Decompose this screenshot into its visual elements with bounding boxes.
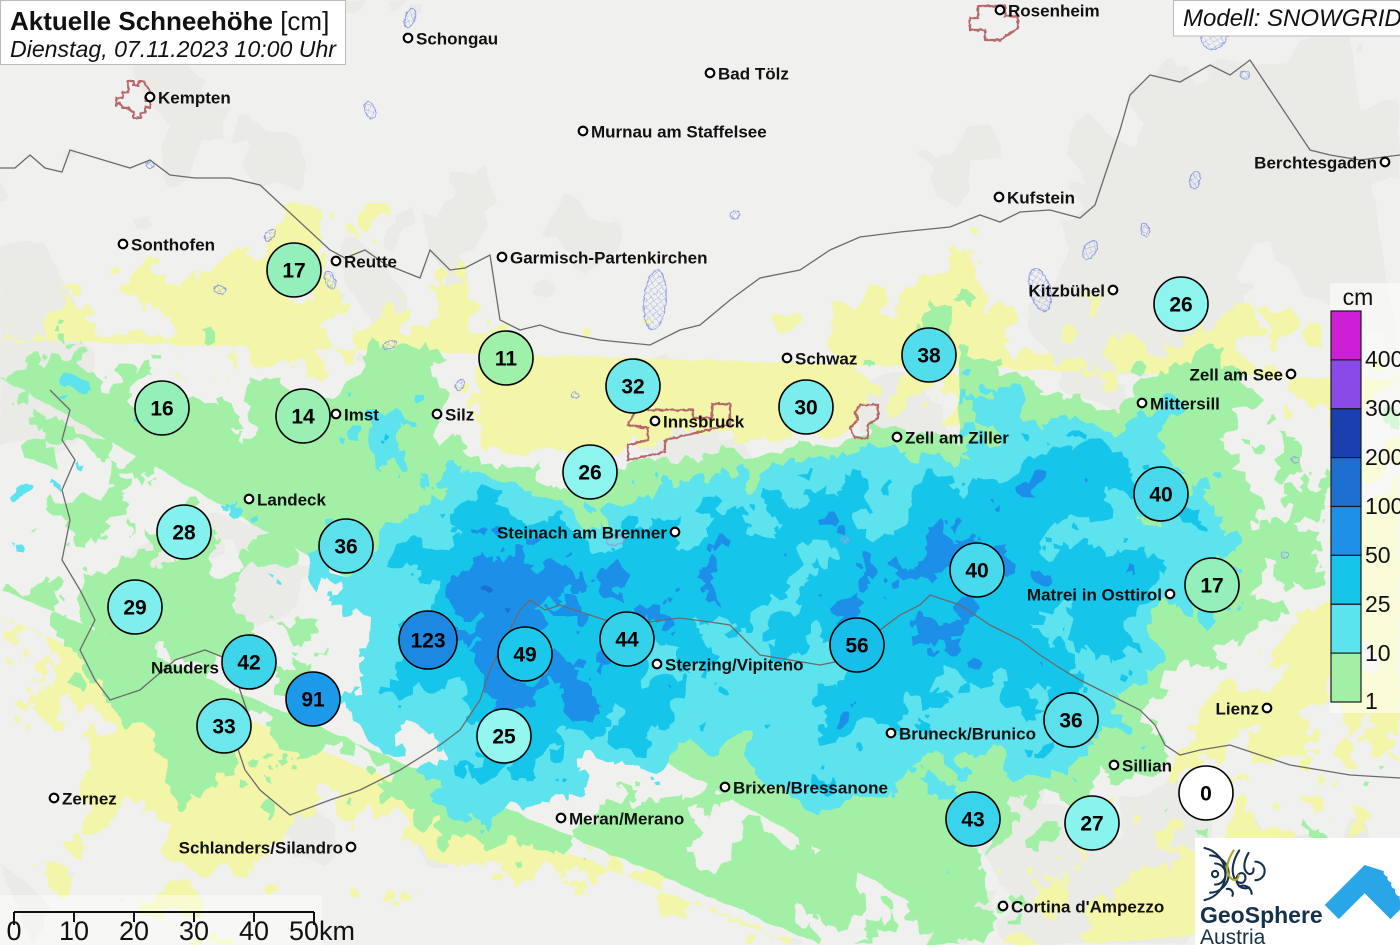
svg-text:Kempten: Kempten (158, 89, 231, 108)
svg-text:Zell am See: Zell am See (1189, 366, 1283, 385)
svg-text:Austria: Austria (1200, 926, 1266, 945)
svg-text:Bruneck/Brunico: Bruneck/Brunico (899, 725, 1036, 744)
svg-text:Bad Tölz: Bad Tölz (718, 65, 789, 84)
svg-text:Sonthofen: Sonthofen (131, 236, 215, 255)
svg-text:Schwaz: Schwaz (795, 350, 857, 369)
svg-text:16: 16 (150, 398, 173, 421)
svg-text:Lienz: Lienz (1216, 700, 1259, 719)
svg-text:Meran/Merano: Meran/Merano (569, 810, 684, 829)
svg-text:Reutte: Reutte (344, 253, 397, 272)
svg-text:49: 49 (513, 644, 536, 667)
svg-text:40: 40 (1149, 484, 1172, 507)
svg-text:36: 36 (334, 536, 357, 559)
svg-text:25: 25 (1365, 591, 1391, 617)
svg-text:26: 26 (578, 462, 601, 485)
svg-text:Matrei in Osttirol: Matrei in Osttirol (1027, 586, 1162, 605)
svg-text:32: 32 (621, 376, 644, 399)
svg-text:Kitzbühel: Kitzbühel (1029, 282, 1106, 301)
svg-text:Cortina d'Ampezzo: Cortina d'Ampezzo (1011, 898, 1164, 917)
svg-text:40: 40 (965, 560, 988, 583)
svg-text:Nauders: Nauders (151, 659, 219, 678)
svg-text:10: 10 (59, 916, 89, 945)
svg-text:Silz: Silz (445, 406, 474, 425)
svg-text:Berchtesgaden: Berchtesgaden (1254, 154, 1377, 173)
svg-text:29: 29 (123, 597, 146, 620)
svg-text:Kufstein: Kufstein (1007, 189, 1075, 208)
svg-text:Sterzing/Vipiteno: Sterzing/Vipiteno (665, 656, 804, 675)
svg-text:0: 0 (1200, 783, 1212, 806)
svg-text:Imst: Imst (344, 406, 379, 425)
svg-text:11: 11 (495, 348, 518, 371)
svg-text:26: 26 (1169, 294, 1192, 317)
svg-text:36: 36 (1059, 710, 1082, 733)
svg-text:42: 42 (237, 652, 260, 675)
svg-text:10: 10 (1365, 640, 1391, 666)
svg-text:14: 14 (291, 406, 315, 429)
svg-text:40: 40 (239, 916, 269, 945)
svg-text:cm: cm (1343, 284, 1374, 310)
svg-text:28: 28 (172, 522, 196, 545)
svg-text:44: 44 (615, 629, 639, 652)
svg-text:Dienstag, 07.11.2023 10:00 Uhr: Dienstag, 07.11.2023 10:00 Uhr (10, 36, 337, 62)
svg-text:200: 200 (1365, 444, 1400, 470)
svg-text:91: 91 (301, 689, 325, 712)
svg-text:30: 30 (179, 916, 209, 945)
svg-text:Rosenheim: Rosenheim (1008, 2, 1100, 21)
svg-text:Innsbruck: Innsbruck (663, 413, 745, 432)
svg-text:17: 17 (282, 260, 305, 283)
svg-text:43: 43 (961, 809, 984, 832)
svg-text:Steinach am Brenner: Steinach am Brenner (497, 524, 667, 543)
svg-text:17: 17 (1200, 575, 1223, 598)
svg-text:Brixen/Bressanone: Brixen/Bressanone (733, 779, 888, 798)
svg-text:Mittersill: Mittersill (1150, 395, 1220, 414)
svg-text:0: 0 (6, 916, 21, 945)
svg-text:123: 123 (410, 630, 445, 653)
svg-text:Modell: SNOWGRID: Modell: SNOWGRID (1183, 5, 1400, 32)
svg-text:Sillian: Sillian (1122, 757, 1172, 776)
svg-text:100: 100 (1365, 493, 1400, 519)
svg-text:Murnau am Staffelsee: Murnau am Staffelsee (591, 123, 767, 142)
svg-text:Schlanders/Silandro: Schlanders/Silandro (179, 839, 343, 858)
svg-text:400: 400 (1365, 346, 1400, 372)
svg-text:Zell am Ziller: Zell am Ziller (905, 429, 1009, 448)
svg-text:50km: 50km (289, 916, 355, 945)
svg-text:33: 33 (212, 716, 235, 739)
svg-text:Landeck: Landeck (257, 491, 327, 510)
svg-text:56: 56 (845, 635, 868, 658)
svg-text:300: 300 (1365, 395, 1400, 421)
svg-text:30: 30 (794, 397, 817, 420)
svg-text:1: 1 (1365, 688, 1378, 714)
svg-text:GeoSphere: GeoSphere (1200, 902, 1323, 928)
svg-text:Schongau: Schongau (416, 30, 498, 49)
svg-text:Aktuelle Schneehöhe [cm]: Aktuelle Schneehöhe [cm] (10, 6, 329, 36)
svg-text:50: 50 (1365, 542, 1391, 568)
svg-text:Zernez: Zernez (62, 790, 117, 809)
svg-text:20: 20 (119, 916, 149, 945)
svg-text:25: 25 (492, 726, 516, 749)
svg-text:27: 27 (1080, 813, 1103, 836)
svg-text:38: 38 (917, 345, 941, 368)
svg-text:Garmisch-Partenkirchen: Garmisch-Partenkirchen (510, 249, 707, 268)
